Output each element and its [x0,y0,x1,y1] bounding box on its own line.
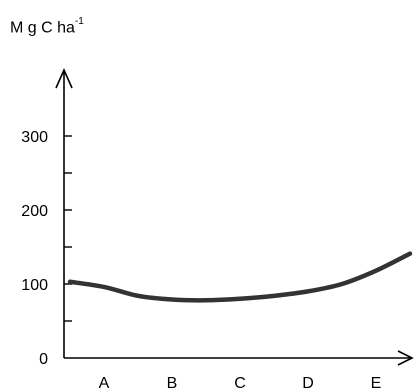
x-axis-arrow [397,350,414,366]
y-axis-arrow [55,68,73,89]
series-line [67,251,413,303]
x-tick-label: D [302,375,314,392]
y-tick-label: 100 [21,277,48,294]
y-axis-label-superscript: -1 [74,16,84,27]
x-tick-label: B [167,375,178,392]
x-tick-label: C [234,375,246,392]
y-axis-label: M g C ha-1 [10,16,84,37]
y-tick-label: 300 [21,129,48,146]
y-tick-label: 200 [21,203,48,220]
x-tick-label: E [371,375,382,392]
x-tick-label: A [99,375,110,392]
y-axis-label-base: M g C ha [10,19,75,37]
y-tick-label: 0 [39,351,48,368]
